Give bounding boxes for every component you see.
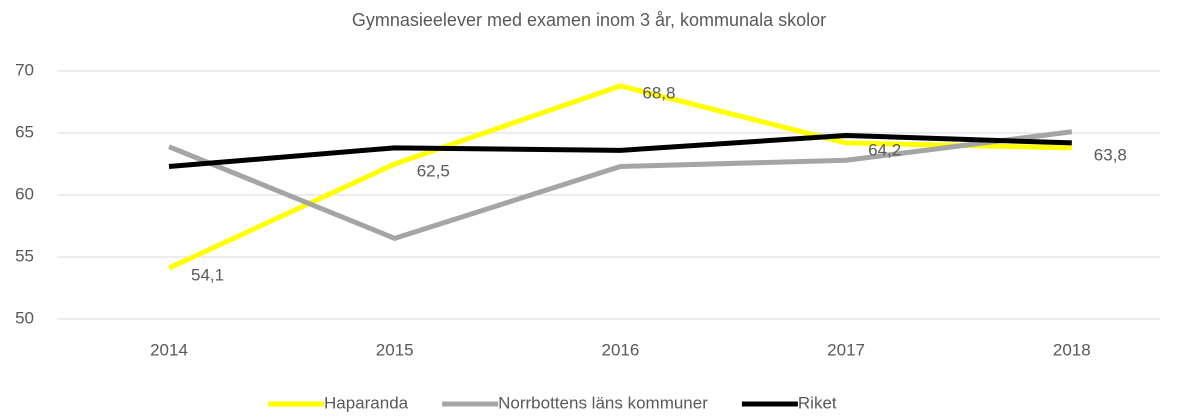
legend-label: Norrbottens läns kommuner	[498, 393, 708, 412]
x-tick-label: 2017	[827, 340, 865, 359]
series-line	[168, 132, 1072, 169]
data-label: 62,5	[417, 161, 450, 180]
x-tick-label: 2015	[376, 340, 414, 359]
data-label: 63,8	[1094, 145, 1127, 164]
series-line	[168, 129, 1073, 241]
data-label: 68,8	[642, 83, 675, 102]
y-tick-label: 50	[15, 308, 34, 327]
x-tick-label: 2016	[601, 340, 639, 359]
y-tick-label: 60	[15, 184, 34, 203]
y-tick-label: 55	[15, 246, 34, 265]
x-tick-label: 2018	[1053, 340, 1091, 359]
y-tick-label: 70	[15, 60, 34, 79]
data-label: 54,1	[191, 266, 224, 285]
x-tick-label: 2014	[150, 340, 188, 359]
y-tick-label: 65	[15, 122, 34, 141]
data-label: 64,2	[868, 140, 901, 159]
series-line	[167, 83, 1072, 271]
chart-title: Gymnasieelever med examen inom 3 år, kom…	[352, 10, 826, 30]
legend-label: Haparanda	[324, 393, 409, 412]
legend-label: Riket	[798, 393, 837, 412]
